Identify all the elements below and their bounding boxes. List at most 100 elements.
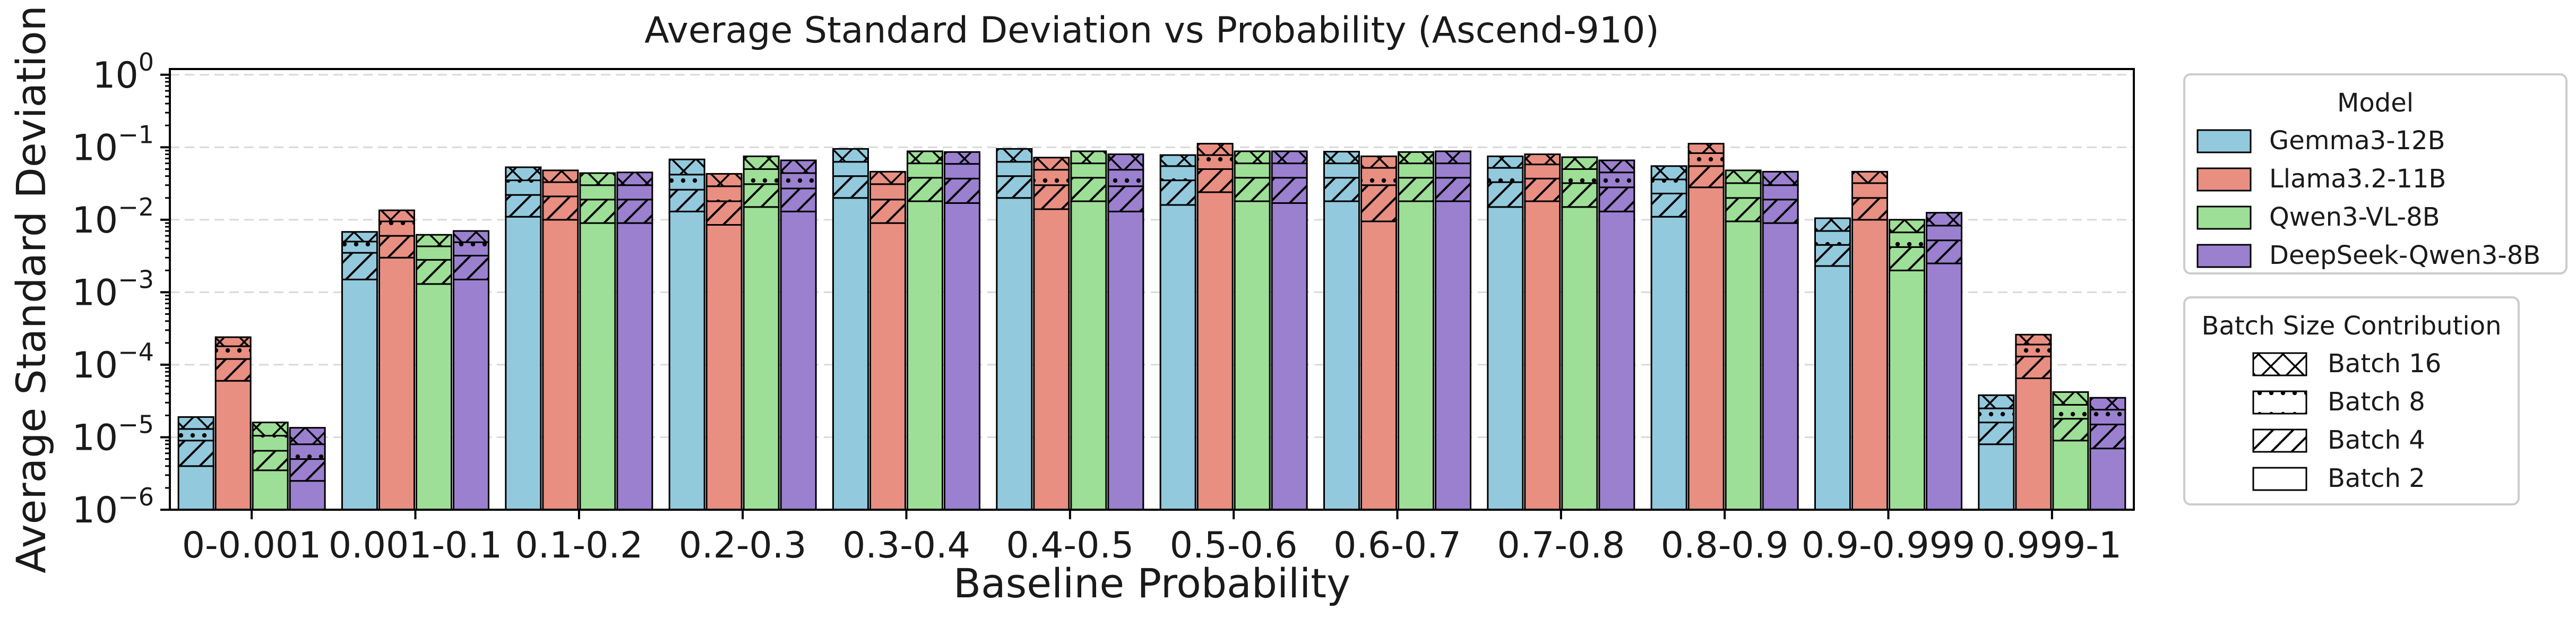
bar-hatch [178,440,214,466]
x-tick-label: 0.4-0.5 [1006,525,1134,567]
bar-segment [1851,219,1888,511]
bar-group [1598,159,1635,511]
bar-segment [780,210,817,511]
bar-hatch [1726,183,1761,198]
bar-group [453,230,489,511]
bar-hatch [707,201,742,225]
bar-hatch [1033,169,1069,185]
bar-hatch [1524,154,1560,165]
bar-segment [907,200,943,511]
bar-group [505,166,542,511]
legend-model-label: Qwen3-VL-8B [2269,202,2440,232]
bar-hatch [870,199,906,224]
bar-group [1234,150,1271,511]
bar-segment [1889,269,1925,511]
bar-hatch [617,172,652,185]
bar-group [705,173,743,511]
bar-group [1435,150,1471,511]
bar-hatch [996,176,1032,198]
bar-segment [1762,222,1799,511]
y-tick-label: 10−1 [72,120,154,169]
bar-hatch [617,199,652,224]
bar-segment [1435,200,1471,511]
bar-hatch [542,182,578,196]
bar-hatch [1763,185,1798,200]
bar-group [1687,143,1725,511]
bar-hatch [1763,199,1798,224]
bar-group [1725,169,1762,511]
bar-hatch [379,236,415,258]
legend-batch-swatch [2252,467,2307,491]
bar-hatch [290,427,325,444]
legend-model-swatch [2196,167,2252,192]
bar-group [1360,155,1397,511]
bar-hatch [1033,185,1069,209]
bar-hatch [1524,164,1560,179]
bar-hatch [1435,163,1471,178]
bar-hatch [744,184,779,207]
bar-hatch [907,177,943,202]
bar-segment [832,197,869,511]
bar-hatch [744,169,779,184]
bar-group [1524,153,1561,511]
bar-hatch [178,417,214,429]
bar-hatch [1651,193,1687,217]
bar-group [378,209,415,511]
bar-segment [2089,448,2126,511]
bar-hatch [178,428,214,441]
bar-hatch [1487,182,1523,207]
bar-hatch [2053,418,2088,441]
bar-hatch [781,188,816,212]
bar-group [832,148,869,511]
bar-group [289,427,326,511]
bar-hatch [1272,163,1307,178]
bar-hatch [1033,157,1069,170]
x-tick-label: 0.2-0.3 [679,525,807,567]
bar-hatch [1889,232,1925,247]
bar-hatch [944,178,980,203]
bar-segment [1196,191,1234,511]
bar-hatch [1815,245,1850,267]
bar-hatch [1197,169,1233,192]
bar-segment [869,222,906,511]
bar-hatch [1435,151,1471,164]
bar-hatch [1651,179,1687,194]
x-tick-label: 0.3-0.4 [842,525,970,567]
bar-hatch [2090,409,2125,425]
bar-hatch [580,185,615,200]
bar-hatch [1071,177,1106,202]
bar-hatch [907,151,943,164]
bar-segment [1271,202,1308,511]
bar-hatch [1889,219,1925,233]
bar-hatch [1688,166,1724,187]
bar-hatch [1235,177,1270,202]
bar-hatch [617,185,652,200]
bar-segment [289,480,326,511]
bar-segment [378,256,415,511]
bar-group [1398,151,1434,511]
bar-segment [616,222,653,511]
bar-hatch [1235,151,1270,164]
bar-segment [743,206,780,511]
bar-hatch [833,161,868,176]
bar-hatch [833,176,868,198]
bar-group [616,171,653,511]
bar-hatch [1978,395,2014,409]
bar-group [416,234,452,511]
x-tick-label: 0.1-0.2 [515,525,643,567]
bar-hatch [216,337,251,347]
bar-hatch [1815,231,1850,245]
bar-segment [1487,206,1524,511]
bar-group [1271,150,1308,511]
bar-hatch [1361,185,1397,221]
bar-group [2052,391,2089,511]
legend-model-box [2183,73,2568,275]
y-tick-label: 100 [92,48,154,97]
bar-hatch [1562,183,1597,207]
x-axis-label: Baseline Probability [953,560,1350,607]
bar-group [1978,394,2015,511]
bar-hatch [1197,155,1233,169]
bar-group [1323,151,1360,511]
bar-group [1070,150,1107,511]
bar-segment [214,380,252,511]
